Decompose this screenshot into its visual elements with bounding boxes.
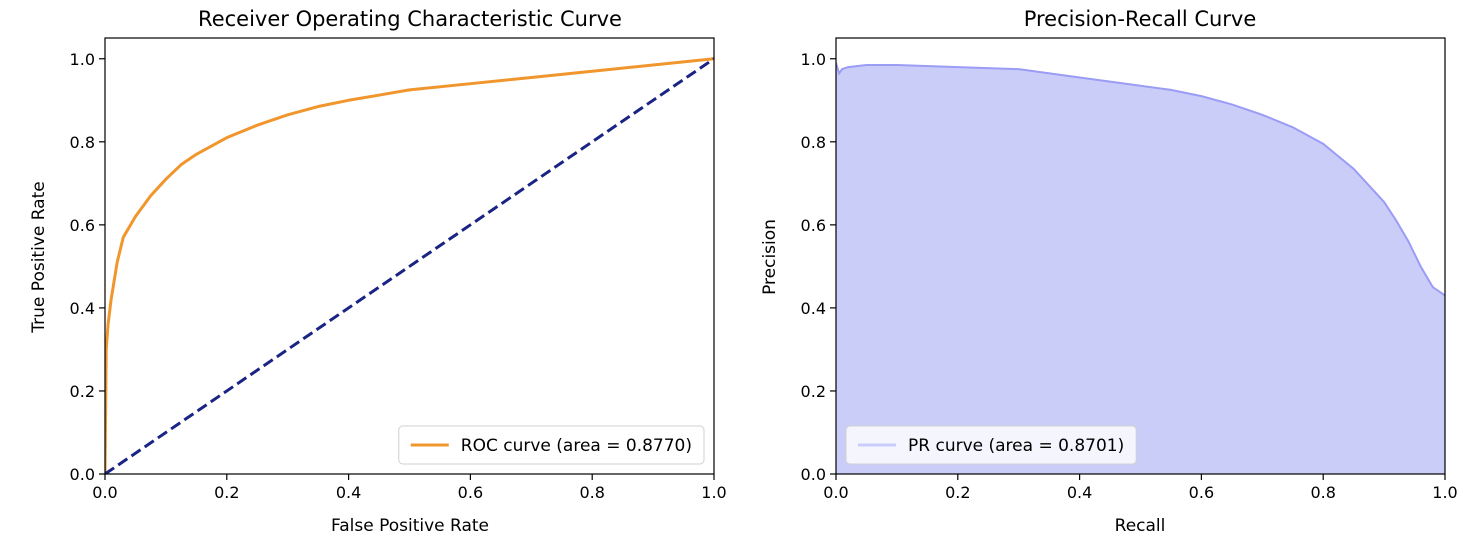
pr-x-axis-label: Recall — [1115, 516, 1166, 536]
roc-y-tick-label: 0.0 — [70, 465, 95, 484]
roc-legend-label: ROC curve (area = 0.8770) — [461, 436, 692, 456]
pr-y-tick-label: 0.4 — [801, 299, 826, 318]
pr-y-tick-label: 0.6 — [801, 216, 826, 235]
roc-series-line — [105, 57, 714, 474]
pr-chart-title: Precision-Recall Curve — [1024, 7, 1257, 31]
pr-y-tick-label: 1.0 — [801, 50, 826, 69]
roc-plot-area: 0.0 0.2 0.4 0.6 0.8 1.0 0.0 0.2 0.4 0.6 0.8 1.0 ROC … — [70, 37, 727, 502]
roc-y-tick-label: 0.4 — [70, 299, 95, 318]
pr-y-tick-label: 0.0 — [801, 465, 826, 484]
pr-legend-label: PR curve (area = 0.8701) — [908, 436, 1124, 456]
pr-data-layer — [836, 62, 1445, 474]
roc-y-tick-label: 1.0 — [70, 50, 95, 69]
pr-x-tick-label: 1.0 — [1432, 483, 1457, 502]
roc-chart-title: Receiver Operating Characteristic Curve — [198, 7, 622, 31]
roc-x-tick-label: 0.4 — [336, 483, 361, 502]
roc-x-axis-label: False Positive Rate — [331, 516, 489, 536]
pr-axes-frame — [835, 37, 1446, 475]
roc-legend: ROC curve (area = 0.8770) — [398, 425, 705, 465]
pr-x-tick-label: 0.6 — [1189, 483, 1214, 502]
pr-y-axis-label: Precision — [760, 219, 780, 295]
roc-x-tick-label: 0.6 — [458, 483, 483, 502]
roc-x-tick-label: 0.0 — [92, 483, 117, 502]
pr-x-tick-label: 0.4 — [1067, 483, 1092, 502]
pr-area-fill — [836, 62, 1445, 474]
roc-x-tick-label: 0.2 — [214, 483, 239, 502]
pr-y-tick-label: 0.8 — [801, 133, 826, 152]
pr-series-line — [836, 62, 1445, 297]
pr-plot-area: 0.0 0.2 0.4 0.6 0.8 1.0 0.0 0.2 0.4 0.6 0.8 1.0 PR c… — [801, 37, 1458, 502]
roc-legend-box — [398, 425, 705, 465]
pr-chart: Precision-Recall Curve 0.0 0.2 0.4 0.6 0.8 1.… — [760, 7, 1458, 536]
pr-x-tick-label: 0.0 — [823, 483, 848, 502]
roc-x-tick-label: 1.0 — [701, 483, 726, 502]
pr-x-tick-label: 0.8 — [1310, 483, 1335, 502]
roc-data-layer — [105, 57, 714, 474]
pr-y-tick-label: 0.2 — [801, 382, 826, 401]
pr-x-tick-label: 0.2 — [945, 483, 970, 502]
roc-chart: Receiver Operating Characteristic Curve … — [29, 7, 727, 536]
roc-diagonal-reference-line — [105, 57, 714, 474]
roc-axes-frame — [104, 37, 715, 475]
roc-y-axis-label: True Positive Rate — [29, 181, 49, 333]
roc-y-tick-label: 0.6 — [70, 216, 95, 235]
roc-y-tick-label: 0.8 — [70, 133, 95, 152]
pr-legend: PR curve (area = 0.8701) — [845, 425, 1137, 465]
roc-y-tick-label: 0.2 — [70, 382, 95, 401]
roc-x-tick-label: 0.8 — [579, 483, 604, 502]
pr-legend-box — [845, 425, 1137, 465]
